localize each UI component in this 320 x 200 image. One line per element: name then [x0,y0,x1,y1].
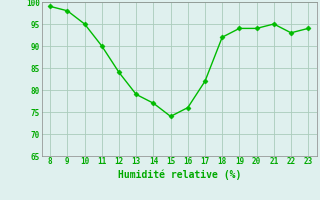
X-axis label: Humidité relative (%): Humidité relative (%) [117,169,241,180]
